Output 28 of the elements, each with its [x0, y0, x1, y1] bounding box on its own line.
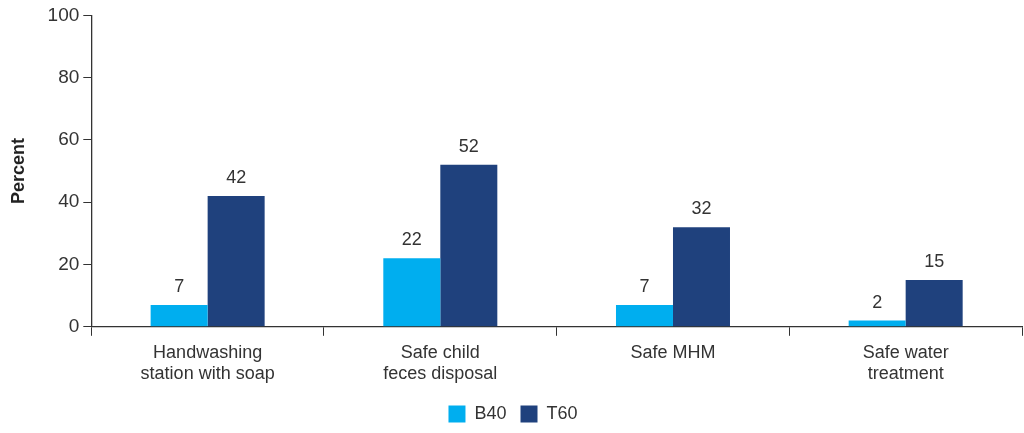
y-tick-label: 100 [47, 3, 80, 25]
data-label: 42 [226, 166, 247, 187]
x-tick-label: Safe child feces disposal [383, 341, 498, 384]
x-tick-label: Safe water treatment [862, 341, 949, 384]
x-tick-label: Safe MHM [630, 341, 716, 362]
data-label: 7 [174, 275, 185, 296]
bar [150, 305, 208, 327]
y-tick-label: 0 [68, 315, 80, 337]
legend-label: B40 [474, 402, 507, 423]
y-tick-label: 80 [58, 65, 80, 87]
data-label: 15 [924, 251, 945, 272]
bar [383, 258, 441, 327]
bar [440, 164, 498, 327]
bar [207, 196, 265, 327]
y-tick-label: 40 [58, 190, 80, 212]
data-label: 52 [458, 135, 479, 156]
data-label: 32 [691, 198, 712, 219]
y-axis-title: Percent [7, 138, 28, 205]
bar [672, 227, 730, 327]
data-label: 22 [401, 229, 422, 250]
bar [615, 305, 673, 327]
bar [905, 280, 963, 327]
y-tick-label: 60 [58, 128, 80, 150]
legend-label: T60 [546, 402, 578, 423]
y-tick-label: 20 [58, 252, 80, 274]
data-label: 2 [872, 291, 883, 312]
x-tick-label: Handwashing station with soap [140, 341, 275, 384]
data-label: 7 [639, 275, 650, 296]
